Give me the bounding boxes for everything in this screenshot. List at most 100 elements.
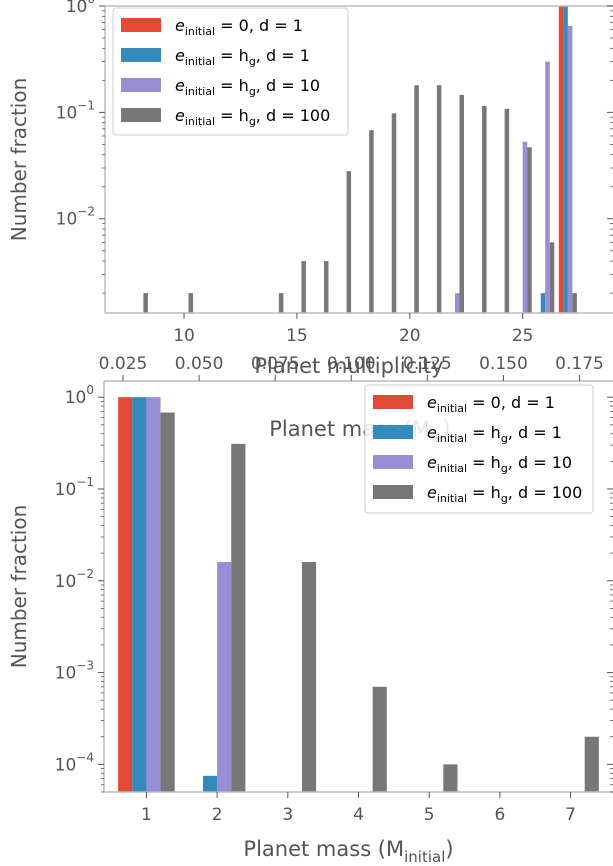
top-x-tick-label: 0.050 xyxy=(175,354,224,374)
bar-gray-x18 xyxy=(369,130,374,313)
bar-purple-x27 xyxy=(567,25,573,314)
legend-e: e xyxy=(427,483,437,502)
legend-sub: initial xyxy=(437,462,467,475)
bar-gray-x26 xyxy=(549,242,555,313)
bar-gray-x3 xyxy=(301,562,317,792)
y-tick-base: 10 xyxy=(56,210,78,230)
legend-swatch-purple xyxy=(373,455,413,469)
legend-swatch-purple xyxy=(121,78,161,92)
x-axis-label-sub: initial xyxy=(404,848,445,866)
y-tick-label: 10−3 xyxy=(55,659,94,684)
y-tick-exp: 0 xyxy=(87,0,95,6)
legend-swatch-red xyxy=(373,395,413,409)
legend-rest: = h xyxy=(467,423,501,442)
top-x-tick-label: 0.075 xyxy=(251,354,300,374)
x-tick-label: 4 xyxy=(353,805,364,825)
y-tick-exp: −3 xyxy=(76,659,94,673)
x-tick-label: 1 xyxy=(141,805,152,825)
y-tick-label: 10−1 xyxy=(55,475,94,500)
bar-gray-x17 xyxy=(346,171,352,313)
legend-tail: , d = 10 xyxy=(508,453,572,472)
legend-tail: , d = 1 xyxy=(256,46,310,65)
legend-sub2: g xyxy=(249,55,256,68)
y-tick-exp: −2 xyxy=(76,567,94,581)
legend-sub2: g xyxy=(501,492,508,505)
legend-sub2: g xyxy=(501,432,508,445)
y-tick-exp: −4 xyxy=(76,750,94,764)
legend-sub2: g xyxy=(249,115,256,128)
bar-blue-x26 xyxy=(540,293,546,313)
x-tick-label: 5 xyxy=(424,805,435,825)
x-axis-label: Planet mass (Minitial) xyxy=(243,837,453,866)
legend-rest: = 0, d = 1 xyxy=(467,393,555,412)
legend-entry-purple: einitial = hg, d = 10 xyxy=(175,76,320,98)
x-axis-label: Planet multiplicity xyxy=(254,354,443,378)
legend-tail: , d = 100 xyxy=(256,106,330,125)
y-tick-exp: −1 xyxy=(77,98,95,112)
legend-e: e xyxy=(175,16,185,35)
bar-gray-x20 xyxy=(414,85,419,313)
legend-entry-red: einitial = 0, d = 1 xyxy=(175,16,303,38)
bar-gray-x16 xyxy=(324,261,329,313)
legend-sub: initial xyxy=(185,115,215,128)
legend-entry-gray: einitial = hg, d = 100 xyxy=(427,483,582,505)
bar-gray-x14 xyxy=(278,293,284,313)
bar-gray-x2 xyxy=(231,443,246,792)
bar-gray-x8 xyxy=(143,293,148,313)
bar-blue-x1 xyxy=(132,397,147,792)
y-tick-label: 100 xyxy=(66,0,95,17)
legend-sub: initial xyxy=(437,432,467,445)
y-tick-base: 10 xyxy=(56,103,78,123)
legend-rest: = h xyxy=(215,46,249,65)
bar-gray-x4 xyxy=(372,686,387,792)
bar-blue-x2 xyxy=(202,775,218,792)
legend-e: e xyxy=(427,453,437,472)
bar-gray-x19 xyxy=(391,113,397,313)
bar-red-x27 xyxy=(558,6,564,313)
legend-box xyxy=(112,7,349,136)
legend-e: e xyxy=(175,76,185,95)
x-tick-label: 3 xyxy=(282,805,293,825)
y-tick-label: 10−1 xyxy=(56,98,95,123)
bar-gray-x25 xyxy=(527,147,532,313)
y-axis-label: Number fraction xyxy=(7,78,31,242)
legend-entry-blue: einitial = hg, d = 1 xyxy=(175,46,310,68)
y-tick-label: 10−2 xyxy=(56,205,95,230)
x-tick-label: 20 xyxy=(399,326,421,346)
legend-rest: = h xyxy=(467,483,501,502)
bar-gray-x10 xyxy=(188,293,194,313)
x-axis-label-tail: ) xyxy=(445,837,453,861)
legend-sub: initial xyxy=(437,492,467,505)
y-axis-label: Number fraction xyxy=(7,505,31,669)
bar-purple-x1 xyxy=(146,397,161,792)
x-tick-label: 6 xyxy=(494,805,505,825)
x-tick-label: 25 xyxy=(512,326,534,346)
legend-box xyxy=(364,384,594,514)
legend-tail: , d = 100 xyxy=(508,483,582,502)
legend-entry-blue: einitial = hg, d = 1 xyxy=(427,423,562,445)
y-tick-exp: 0 xyxy=(86,383,94,397)
legend-sub: initial xyxy=(185,85,215,98)
bar-purple-x25 xyxy=(522,141,528,313)
y-tick-label: 100 xyxy=(65,383,94,408)
top-x-tick-label: 0.125 xyxy=(403,354,452,374)
top-x-tick-label: 0.100 xyxy=(327,354,376,374)
bar-gray-x15 xyxy=(301,261,306,313)
bar-gray-x7 xyxy=(584,736,599,792)
legend-sub2: g xyxy=(501,462,508,475)
legend-rest: = h xyxy=(215,106,249,125)
legend-e: e xyxy=(175,106,185,125)
legend-swatch-gray xyxy=(373,485,413,499)
x-axis-label-base: Planet mass (M xyxy=(243,837,404,861)
legend-tail: , d = 1 xyxy=(508,423,562,442)
bar-gray-x23 xyxy=(482,105,487,313)
legend-swatch-gray xyxy=(121,108,161,122)
y-tick-base: 10 xyxy=(65,388,87,408)
bar-gray-x24 xyxy=(504,108,510,313)
x-tick-label: 10 xyxy=(173,326,195,346)
bar-gray-x27 xyxy=(572,293,577,313)
bar-gray-x1 xyxy=(160,412,175,792)
y-tick-base: 10 xyxy=(55,755,77,775)
